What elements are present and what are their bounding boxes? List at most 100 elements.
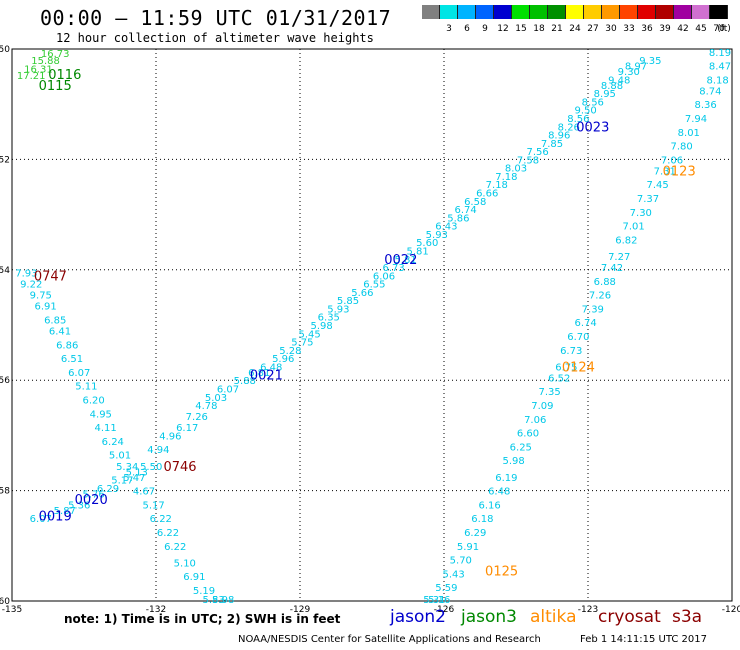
swh-value-label: 6.48 — [488, 487, 510, 498]
swh-value-label: 4.78 — [195, 401, 217, 412]
swh-value-label: 6.24 — [102, 437, 124, 448]
swh-value-label: 6.73 — [382, 263, 404, 274]
legend-label: 42 — [677, 24, 689, 34]
swh-value-label: 6.19 — [495, 473, 517, 484]
map-frame — [11, 48, 733, 602]
swh-value-label: 8.01 — [678, 128, 700, 139]
swh-value-label: 5.50 — [140, 462, 162, 473]
swh-value-label: 8.47 — [709, 62, 731, 73]
swh-value-label: 6.06 — [373, 271, 395, 282]
lon-tick-label: -126 — [434, 605, 455, 615]
swh-value-label: 6.60 — [517, 429, 539, 440]
swh-value-label: 7.80 — [670, 142, 692, 153]
swh-value-label: 6.20 — [82, 396, 104, 407]
legend-unit: (ft) — [717, 24, 731, 34]
swh-value-label: 7.27 — [608, 252, 630, 263]
swh-value-label: 6.41 — [49, 327, 71, 338]
swh-value-label: 6.18 — [471, 514, 493, 525]
legend-swatch — [494, 5, 512, 19]
legend-label: 24 — [569, 24, 581, 34]
pass-time-label: 0023 — [576, 120, 609, 135]
legend-swatch — [674, 5, 692, 19]
swh-value-label: 7.94 — [685, 114, 707, 125]
swh-value-label: 5.88 — [234, 376, 256, 387]
swh-value-label: 5.28 — [279, 346, 301, 357]
legend-swatch — [656, 5, 674, 19]
swh-value-label: 7.06 — [524, 415, 546, 426]
swh-value-label: 6.29 — [464, 528, 486, 539]
swh-value-label: 6.22 — [150, 514, 172, 525]
pass-time-label: 0020 — [75, 493, 108, 508]
swh-value-label: 5.34 — [116, 462, 138, 473]
swh-value-label: 6.51 — [61, 354, 83, 365]
swh-value-label: 6.73 — [560, 346, 582, 357]
lat-tick-label: -56 — [0, 376, 10, 386]
pass-time-label: 0019 — [39, 509, 72, 524]
lon-tick-label: -123 — [578, 605, 598, 615]
legend-swatch — [512, 5, 530, 19]
legend-label: 33 — [623, 24, 635, 34]
swh-value-label: 8.74 — [699, 86, 721, 97]
swh-value-label: 9.35 — [639, 56, 661, 67]
swh-value-label: 8.88 — [601, 81, 623, 92]
swh-value-label: 7.35 — [538, 387, 560, 398]
swh-value-label: 5.45 — [298, 329, 320, 340]
pass-time-label: 0022 — [384, 253, 417, 268]
swh-value-label: 6.07 — [68, 368, 90, 379]
swh-value-label: 7.93 — [15, 269, 37, 280]
swh-value-label: 6.70 — [567, 332, 589, 343]
swh-value-label: 7.01 — [622, 222, 644, 233]
swh-value-label: 5.93 — [327, 304, 349, 315]
swh-value-label: 5.87 — [54, 506, 76, 517]
legend-swatch — [530, 5, 548, 19]
swh-value-label: 7.18 — [486, 180, 508, 191]
lat-tick-label: -50 — [0, 45, 10, 55]
legend-label: 6 — [464, 24, 470, 34]
swh-value-label: 5.60 — [416, 238, 438, 249]
legend-swatch — [458, 5, 476, 19]
swh-value-label: 5.98 — [212, 595, 234, 606]
swh-value-label: 8.26 — [558, 122, 580, 133]
legend-label: 30 — [605, 24, 617, 34]
swh-value-label: 7.18 — [495, 172, 517, 183]
legend-label: 36 — [641, 24, 653, 34]
swh-value-label: 8.95 — [594, 89, 616, 100]
swh-value-label: 5.47 — [123, 473, 145, 484]
lat-tick-label: -60 — [0, 597, 10, 607]
swh-value-label: 16.31 — [24, 64, 53, 75]
swh-value-label: 6.86 — [56, 340, 78, 351]
swh-value-label: 7.30 — [630, 208, 652, 219]
swh-value-label: 6.16 — [478, 500, 500, 511]
swh-value-label: 6.81 — [248, 368, 270, 379]
swh-value-label: 5.81 — [394, 255, 416, 266]
swh-value-label: 6.07 — [30, 514, 52, 525]
legend-label: 70 — [713, 24, 725, 34]
pass-time-label: 0123 — [663, 164, 696, 179]
swh-value-label: 5.96 — [272, 354, 294, 365]
legend-label: 3 — [446, 24, 452, 34]
legend-label: 18 — [533, 24, 545, 34]
footer-note: note: 1) Time is in UTC; 2) SWH is in fe… — [64, 612, 341, 626]
legend-swatch — [476, 5, 494, 19]
legend-swatch — [548, 5, 566, 19]
swh-value-label: 6.52 — [548, 373, 570, 384]
swh-value-label: 8.56 — [582, 97, 604, 108]
swh-value-label: 5.93 — [426, 230, 448, 241]
swh-value-label: 16.73 — [41, 49, 70, 60]
swh-value-label: 5.11 — [75, 382, 97, 393]
mission-label-altika: altika — [530, 607, 577, 627]
swh-value-label: 6.58 — [464, 197, 486, 208]
swh-value-label: 5.31 — [423, 595, 445, 606]
swh-value-label: 9.48 — [608, 75, 630, 86]
swh-value-label: 9.22 — [20, 280, 42, 291]
swh-value-label: 6.35 — [318, 313, 340, 324]
swh-value-label: 8.18 — [706, 75, 728, 86]
swh-value-label: 8.96 — [548, 131, 570, 142]
swh-value-label: 7.45 — [646, 180, 668, 191]
swh-value-label: 6.91 — [34, 302, 56, 313]
swh-value-label: 9.30 — [618, 67, 640, 78]
swh-value-label: 17.21 — [17, 71, 46, 82]
swh-value-label: 5.98 — [502, 456, 524, 467]
legend-swatch — [692, 5, 710, 19]
